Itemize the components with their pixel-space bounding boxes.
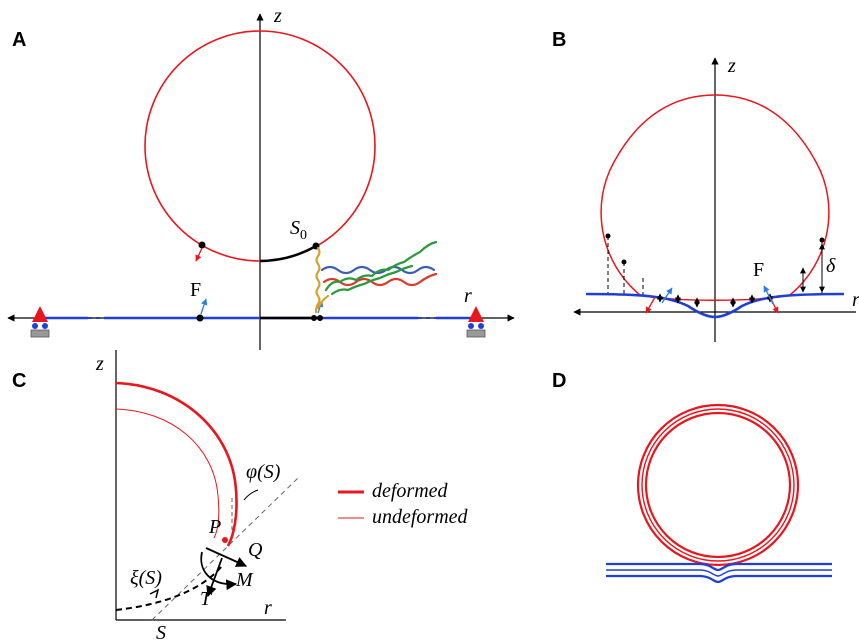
panel-c-angle-label: φ(S) (246, 461, 281, 483)
panel-a-right-pin-icon (466, 306, 486, 338)
panel-a-snare-complex-icon (314, 240, 438, 314)
panel-a-z-label: z (273, 5, 282, 27)
legend-undeformed-label: undeformed (372, 506, 469, 528)
panel-c-pressure-label: P (208, 516, 221, 538)
panel-a-membrane-point (196, 314, 204, 322)
panel-a: A z r (7, 5, 515, 350)
panel-d-letter: D (552, 370, 566, 392)
panel-b-vesicle-force-arrow-left (645, 296, 656, 314)
panel-c-offset-curve (115, 565, 223, 611)
panel-c-end-point (222, 537, 228, 543)
panel-c-shear-arrow (205, 547, 247, 567)
panel-d-vesicle-mid (641, 408, 795, 562)
panel-d-vesicle-outer (636, 403, 800, 567)
panel-a-vesicle-force-arrow (195, 247, 203, 262)
panel-d-membrane-mid (606, 569, 832, 577)
panel-c-letter: C (12, 370, 26, 392)
panel-c-offset-label: ξ(S) (130, 567, 162, 589)
panel-c-arclength-label: S (156, 622, 166, 643)
panel-c-r-label: r (264, 597, 272, 619)
panel-b: B z r (552, 29, 859, 342)
panel-c-tension-arrow (206, 557, 223, 598)
panel-b-r-label: r (852, 289, 859, 311)
panel-c-deformed-curve (115, 381, 238, 547)
panel-c-angle-arc (243, 489, 259, 501)
panel-a-r-label: r (464, 285, 472, 307)
panel-a-membrane-force-arrow (200, 298, 208, 315)
panel-c-shear-label: Q (248, 539, 263, 561)
panel-d-vesicle-inner (644, 411, 792, 559)
panel-a-letter: A (12, 29, 26, 51)
panel-b-letter: B (552, 29, 566, 51)
panel-c-offset-arrowhead (149, 588, 160, 599)
panel-a-s0-membrane-point-1 (311, 315, 317, 321)
panel-b-gap-label: δ (826, 255, 836, 277)
panel-c: C z r φ(S) P Q M T ξ(S) S deforme (12, 350, 469, 643)
panel-a-force-label: F (190, 279, 201, 301)
panel-b-interaction-arrows (657, 243, 825, 308)
panel-c-moment-arrow (200, 551, 238, 591)
panel-a-vesicle-contact-arc (259, 244, 317, 263)
panel-b-membrane-force-arrow-left (661, 287, 673, 304)
panel-d-membrane-bottom (606, 574, 832, 584)
panel-a-s0-label: S0 (290, 217, 307, 243)
panel-b-z-label: z (727, 55, 736, 77)
panel-a-s0-membrane-point-2 (317, 315, 323, 321)
panel-c-legend: deformed undeformed (338, 480, 469, 528)
panel-a-left-pin-icon (30, 306, 50, 338)
panel-b-membrane-force-arrow-right (763, 285, 774, 305)
panel-b-vesicle-points (605, 233, 825, 265)
panel-c-moment-label: M (235, 569, 254, 591)
panel-d-membrane-top (606, 562, 832, 572)
panel-a-vesicle-point (198, 241, 206, 249)
panel-c-undeformed-curve (115, 408, 220, 539)
panel-b-force-label: F (753, 259, 764, 281)
panel-c-tension-label: T (200, 588, 213, 610)
panel-c-z-label: z (95, 353, 104, 375)
panel-c-tangent-line (151, 477, 299, 621)
legend-deformed-label: deformed (372, 480, 449, 502)
panel-d: D (552, 370, 832, 584)
